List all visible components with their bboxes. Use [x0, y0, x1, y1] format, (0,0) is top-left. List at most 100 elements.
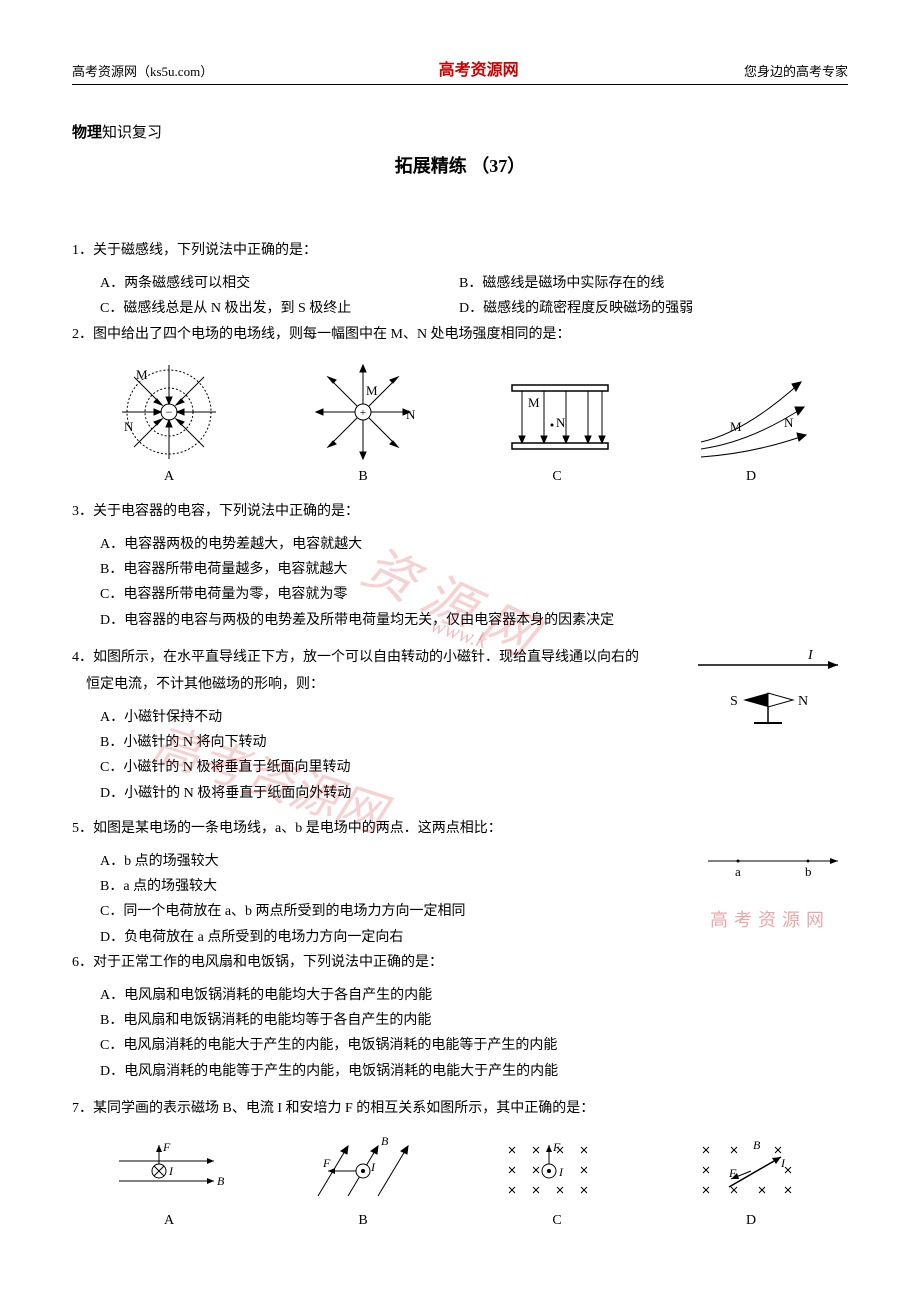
q2-label-b: B [298, 469, 428, 485]
q7-a-f: F [162, 1140, 171, 1154]
q4-opt-d: D．小磁针的 N 极将垂直于纸面向外转动 [100, 781, 668, 806]
q4-options: A．小磁针保持不动 B．小磁针的 N 将向下转动 C．小磁针的 N 极将垂直于纸… [100, 705, 668, 806]
q3-options: A．电容器两极的电势差越大，电容就越大 B．电容器所带电荷量越多，电容就越大 C… [100, 532, 848, 633]
q5-opt-c: C．同一个电荷放在 a、b 两点所受到的电场力方向一定相同 [100, 899, 678, 924]
q5-opt-d: D．负电荷放在 a 点所受到的电场力方向一定向右 [100, 925, 678, 950]
q2-svg-a: − M N [104, 357, 234, 467]
q7-a-b: B [217, 1174, 225, 1188]
q3-opt-d: D．电容器的电容与两极的电势差及所带电荷量均无关，仅由电容器本身的因素决定 [100, 608, 848, 633]
q7-d-f: F [728, 1166, 737, 1180]
q6-options: A．电风扇和电饭锅消耗的电能均大于各自产生的内能 B．电风扇和电饭锅消耗的电能均… [100, 983, 848, 1084]
q7-figures: I F B A F I B B [72, 1131, 848, 1229]
q7-b-b: B [381, 1134, 389, 1148]
q2-svg-b: + M N [298, 357, 428, 467]
q7-svg-d: B I F [681, 1131, 821, 1211]
q2-c-n: N [556, 415, 566, 430]
q1-opt-b: B．磁感线是磁场中实际存在的线 [459, 271, 818, 296]
q4-stem-line2: 恒定电流，不计其他磁场的形响，则： [86, 672, 668, 697]
q7-fig-c: F I C [487, 1131, 627, 1229]
section-heading-bold: 物理 [72, 125, 102, 141]
q6-opt-b: B．电风扇和电饭锅消耗的电能均等于各自产生的内能 [100, 1008, 848, 1033]
header-center: 高考资源网 [439, 56, 519, 80]
page-root: 资 源 网 www.k 高考资源网 高考资源网 高考资源网（ks5u.com） … [0, 0, 920, 1302]
q2-a-m: M [136, 367, 148, 382]
q4-n-label: N [798, 694, 808, 709]
q1-opt-a: A．两条磁感线可以相交 [100, 271, 459, 296]
q7-fig-a: I F B A [99, 1131, 239, 1229]
q5-svg: a b [698, 846, 848, 886]
q4-block: 4．如图所示，在水平直导线正下方，放一个可以自由转动的小磁针．现给直导线通以向右… [72, 645, 848, 806]
q7-d-b: B [753, 1138, 761, 1152]
q4-opt-b: B．小磁针的 N 将向下转动 [100, 730, 668, 755]
q7-c-f: F [552, 1140, 561, 1154]
q7-stem: 7．某同学画的表示磁场 B、电流 I 和安培力 F 的相互关系如图所示，其中正确… [72, 1096, 848, 1121]
q5-opt-b: B．a 点的场强较大 [100, 874, 678, 899]
q2-fig-d: M N D [686, 367, 816, 485]
q5-opt-a: A．b 点的场强较大 [100, 849, 678, 874]
q1-options: A．两条磁感线可以相交 B．磁感线是磁场中实际存在的线 C．磁感线总是从 N 极… [100, 271, 848, 321]
q2-a-minus: − [166, 405, 173, 419]
q6-stem: 6．对于正常工作的电风扇和电饭锅，下列说法中正确的是： [72, 950, 848, 975]
q5-options: A．b 点的场强较大 B．a 点的场强较大 C．同一个电荷放在 a、b 两点所受… [100, 849, 678, 950]
q4-i-label: I [807, 648, 814, 663]
q2-label-c: C [492, 469, 622, 485]
q3-opt-c: C．电容器所带电荷量为零，电容就为零 [100, 582, 848, 607]
section-heading: 物理知识复习 [72, 121, 848, 142]
q7-label-d: D [681, 1213, 821, 1229]
q7-c-i: I [558, 1165, 564, 1179]
q7-b-f: F [322, 1156, 331, 1170]
q2-label-a: A [104, 469, 234, 485]
q2-stem: 2．图中给出了四个电场的电场线，则每一幅图中在 M、N 处电场强度相同的是： [72, 322, 848, 347]
q7-stem-text: 7．某同学画的表示磁场 B、电流 I 和安培力 F 的相互关系如图所示，其中正确… [72, 1101, 594, 1116]
q2-d-m: M [730, 419, 742, 434]
q2-fig-a: − M N A [104, 357, 234, 485]
q7-fig-b: F I B B [293, 1131, 433, 1229]
q6-opt-c: C．电风扇消耗的电能大于产生的内能，电饭锅消耗的电能等于产生的内能 [100, 1033, 848, 1058]
q7-label-b: B [293, 1213, 433, 1229]
q1-opt-d: D．磁感线的疏密程度反映磁场的强弱 [459, 296, 818, 321]
q5-stem: 5．如图是某电场的一条电场线，a、b 是电场中的两点．这两点相比： [72, 816, 678, 841]
q4-s-label: S [730, 694, 738, 709]
q3-stem: 3．关于电容器的电容，下列说法中正确的是： [72, 499, 848, 524]
header-right: 您身边的高考专家 [744, 61, 848, 80]
q2-b-n: N [406, 407, 416, 422]
q5-b-label: b [805, 864, 812, 879]
q7-svg-a: I F B [99, 1131, 239, 1211]
q2-svg-c: M N [492, 367, 622, 467]
q7-b-i: I [370, 1160, 376, 1174]
q7-svg-c: F I [487, 1131, 627, 1211]
q2-svg-d: M N [686, 367, 816, 467]
q2-fig-c: M N C [492, 367, 622, 485]
q7-svg-b: F I B [293, 1131, 433, 1211]
q2-label-d: D [686, 469, 816, 485]
section-heading-rest: 知识复习 [102, 125, 162, 141]
q2-b-plus: + [360, 407, 366, 419]
q7-label-c: C [487, 1213, 627, 1229]
document-title: 拓展精练 （37） [72, 152, 848, 178]
q2-fig-b: + M N B [298, 357, 428, 485]
q4-figure: I S N [688, 645, 848, 740]
q1-stem: 1．关于磁感线，下列说法中正确的是： [72, 238, 848, 263]
header-left: 高考资源网（ks5u.com） [72, 61, 213, 80]
q4-stem-line1: 4．如图所示，在水平直导线正下方，放一个可以自由转动的小磁针．现给直导线通以向右… [72, 645, 668, 670]
q5-block: 5．如图是某电场的一条电场线，a、b 是电场中的两点．这两点相比： A．b 点的… [72, 816, 848, 950]
q3-opt-a: A．电容器两极的电势差越大，电容就越大 [100, 532, 848, 557]
q2-a-n: N [124, 419, 134, 434]
q2-d-n: N [784, 415, 794, 430]
q3-opt-b: B．电容器所带电荷量越多，电容就越大 [100, 557, 848, 582]
q7-d-i: I [780, 1156, 786, 1170]
page-header: 高考资源网（ks5u.com） 高考资源网 您身边的高考专家 [72, 56, 848, 85]
q1-opt-c: C．磁感线总是从 N 极出发，到 S 极终止 [100, 296, 459, 321]
q2-figures: − M N A [72, 357, 848, 485]
q7-fig-d: B I F D [681, 1131, 821, 1229]
q5-a-label: a [735, 864, 741, 879]
q4-svg: I S N [688, 645, 848, 735]
q4-opt-a: A．小磁针保持不动 [100, 705, 668, 730]
q6-opt-d: D．电风扇消耗的电能等于产生的内能，电饭锅消耗的电能大于产生的内能 [100, 1059, 848, 1084]
q4-opt-c: C．小磁针的 N 极将垂直于纸面向里转动 [100, 755, 668, 780]
q6-opt-a: A．电风扇和电饭锅消耗的电能均大于各自产生的内能 [100, 983, 848, 1008]
q7-a-i: I [168, 1164, 174, 1178]
q2-b-m: M [366, 383, 378, 398]
q7-label-a: A [99, 1213, 239, 1229]
q5-figure: a b [698, 846, 848, 891]
